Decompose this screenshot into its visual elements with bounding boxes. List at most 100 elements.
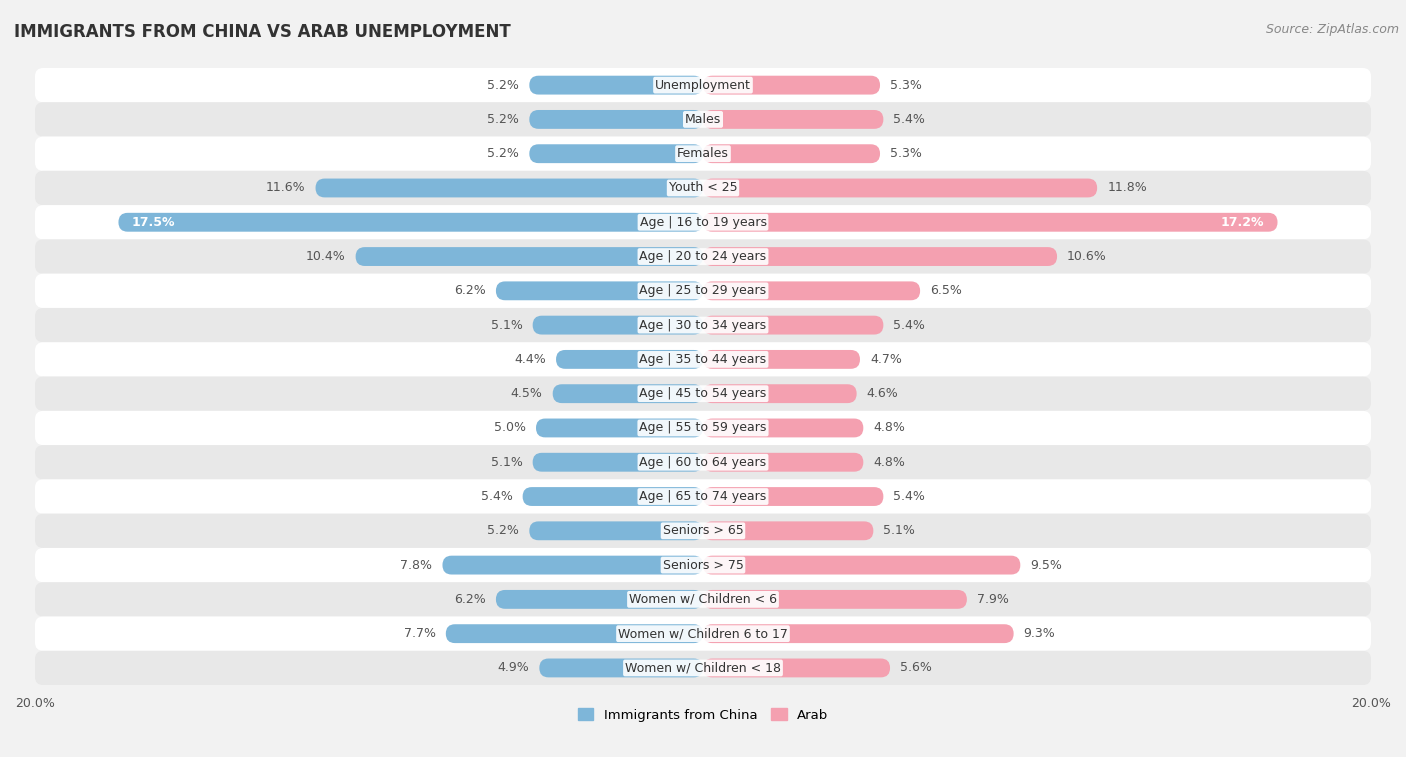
FancyBboxPatch shape	[703, 453, 863, 472]
Text: 5.2%: 5.2%	[488, 113, 519, 126]
Text: Age | 60 to 64 years: Age | 60 to 64 years	[640, 456, 766, 469]
Text: 4.9%: 4.9%	[498, 662, 529, 674]
Text: 5.3%: 5.3%	[890, 147, 922, 160]
FancyBboxPatch shape	[529, 145, 703, 163]
Text: 5.1%: 5.1%	[491, 456, 523, 469]
Text: Seniors > 75: Seniors > 75	[662, 559, 744, 572]
Text: Age | 55 to 59 years: Age | 55 to 59 years	[640, 422, 766, 435]
FancyBboxPatch shape	[35, 376, 1371, 411]
Text: 7.9%: 7.9%	[977, 593, 1008, 606]
Text: 9.3%: 9.3%	[1024, 627, 1056, 640]
Legend: Immigrants from China, Arab: Immigrants from China, Arab	[578, 709, 828, 721]
FancyBboxPatch shape	[703, 247, 1057, 266]
FancyBboxPatch shape	[35, 171, 1371, 205]
FancyBboxPatch shape	[703, 625, 1014, 643]
FancyBboxPatch shape	[35, 514, 1371, 548]
Text: 5.4%: 5.4%	[893, 319, 925, 332]
FancyBboxPatch shape	[703, 385, 856, 403]
FancyBboxPatch shape	[703, 282, 920, 301]
FancyBboxPatch shape	[443, 556, 703, 575]
Text: Women w/ Children < 18: Women w/ Children < 18	[626, 662, 780, 674]
Text: 7.8%: 7.8%	[401, 559, 433, 572]
FancyBboxPatch shape	[35, 342, 1371, 376]
Text: 5.2%: 5.2%	[488, 147, 519, 160]
Text: 5.0%: 5.0%	[494, 422, 526, 435]
FancyBboxPatch shape	[523, 487, 703, 506]
Text: 4.8%: 4.8%	[873, 422, 905, 435]
FancyBboxPatch shape	[356, 247, 703, 266]
Text: 5.4%: 5.4%	[893, 490, 925, 503]
FancyBboxPatch shape	[703, 419, 863, 438]
FancyBboxPatch shape	[35, 102, 1371, 136]
FancyBboxPatch shape	[35, 479, 1371, 514]
Text: Unemployment: Unemployment	[655, 79, 751, 92]
FancyBboxPatch shape	[703, 659, 890, 678]
FancyBboxPatch shape	[529, 76, 703, 95]
Text: 5.4%: 5.4%	[893, 113, 925, 126]
FancyBboxPatch shape	[35, 68, 1371, 102]
FancyBboxPatch shape	[496, 590, 703, 609]
Text: 4.8%: 4.8%	[873, 456, 905, 469]
FancyBboxPatch shape	[529, 110, 703, 129]
Text: 10.6%: 10.6%	[1067, 250, 1107, 263]
FancyBboxPatch shape	[703, 145, 880, 163]
FancyBboxPatch shape	[35, 205, 1371, 239]
Text: 11.8%: 11.8%	[1107, 182, 1147, 195]
Text: Source: ZipAtlas.com: Source: ZipAtlas.com	[1265, 23, 1399, 36]
FancyBboxPatch shape	[35, 239, 1371, 274]
Text: Age | 35 to 44 years: Age | 35 to 44 years	[640, 353, 766, 366]
Text: 5.2%: 5.2%	[488, 79, 519, 92]
Text: 5.2%: 5.2%	[488, 525, 519, 537]
FancyBboxPatch shape	[703, 350, 860, 369]
FancyBboxPatch shape	[553, 385, 703, 403]
FancyBboxPatch shape	[35, 274, 1371, 308]
FancyBboxPatch shape	[35, 445, 1371, 479]
Text: 4.5%: 4.5%	[510, 387, 543, 400]
Text: 17.5%: 17.5%	[132, 216, 176, 229]
FancyBboxPatch shape	[703, 590, 967, 609]
Text: 6.2%: 6.2%	[454, 285, 486, 298]
FancyBboxPatch shape	[536, 419, 703, 438]
Text: 10.4%: 10.4%	[307, 250, 346, 263]
FancyBboxPatch shape	[35, 411, 1371, 445]
Text: 5.4%: 5.4%	[481, 490, 513, 503]
FancyBboxPatch shape	[496, 282, 703, 301]
Text: 4.4%: 4.4%	[515, 353, 546, 366]
Text: Youth < 25: Youth < 25	[669, 182, 737, 195]
FancyBboxPatch shape	[35, 616, 1371, 651]
FancyBboxPatch shape	[703, 213, 1278, 232]
Text: 5.3%: 5.3%	[890, 79, 922, 92]
FancyBboxPatch shape	[35, 548, 1371, 582]
Text: IMMIGRANTS FROM CHINA VS ARAB UNEMPLOYMENT: IMMIGRANTS FROM CHINA VS ARAB UNEMPLOYME…	[14, 23, 510, 41]
Text: Seniors > 65: Seniors > 65	[662, 525, 744, 537]
FancyBboxPatch shape	[703, 316, 883, 335]
Text: 17.2%: 17.2%	[1220, 216, 1264, 229]
FancyBboxPatch shape	[529, 522, 703, 540]
Text: 9.5%: 9.5%	[1031, 559, 1062, 572]
Text: Age | 16 to 19 years: Age | 16 to 19 years	[640, 216, 766, 229]
Text: Age | 25 to 29 years: Age | 25 to 29 years	[640, 285, 766, 298]
FancyBboxPatch shape	[703, 556, 1021, 575]
FancyBboxPatch shape	[533, 453, 703, 472]
Text: Age | 30 to 34 years: Age | 30 to 34 years	[640, 319, 766, 332]
Text: Age | 65 to 74 years: Age | 65 to 74 years	[640, 490, 766, 503]
Text: Females: Females	[678, 147, 728, 160]
Text: 5.6%: 5.6%	[900, 662, 932, 674]
Text: Males: Males	[685, 113, 721, 126]
Text: 4.6%: 4.6%	[866, 387, 898, 400]
FancyBboxPatch shape	[540, 659, 703, 678]
Text: 4.7%: 4.7%	[870, 353, 901, 366]
FancyBboxPatch shape	[703, 487, 883, 506]
Text: 11.6%: 11.6%	[266, 182, 305, 195]
FancyBboxPatch shape	[35, 136, 1371, 171]
FancyBboxPatch shape	[533, 316, 703, 335]
FancyBboxPatch shape	[703, 179, 1097, 198]
FancyBboxPatch shape	[118, 213, 703, 232]
FancyBboxPatch shape	[703, 76, 880, 95]
Text: Women w/ Children 6 to 17: Women w/ Children 6 to 17	[619, 627, 787, 640]
FancyBboxPatch shape	[35, 308, 1371, 342]
FancyBboxPatch shape	[703, 110, 883, 129]
FancyBboxPatch shape	[35, 651, 1371, 685]
FancyBboxPatch shape	[555, 350, 703, 369]
Text: Age | 20 to 24 years: Age | 20 to 24 years	[640, 250, 766, 263]
